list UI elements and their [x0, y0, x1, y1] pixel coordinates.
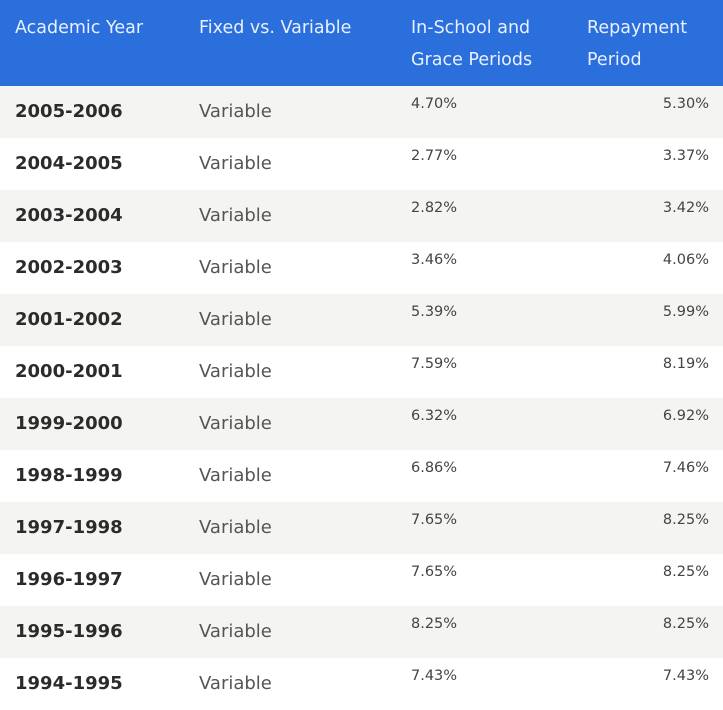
rate-type-cell: Variable: [199, 413, 272, 434]
table-row: 2005-2006 Variable 4.70% 5.30%: [0, 86, 723, 138]
header-repayment-line1: Repayment: [587, 18, 688, 38]
table-row: 1996-1997 Variable 7.65% 8.25%: [0, 554, 723, 606]
rate-type-cell: Variable: [199, 205, 272, 226]
rate-type-cell: Variable: [199, 517, 272, 538]
rate-type-cell: Variable: [199, 257, 272, 278]
rate-type-cell: Variable: [199, 621, 272, 642]
repayment-rate-cell: 5.30%: [662, 96, 709, 112]
in-school-rate-cell: 6.86%: [411, 460, 458, 476]
in-school-rate-cell: 2.77%: [411, 148, 458, 164]
repayment-rate-cell: 3.37%: [662, 148, 709, 164]
repayment-rate-cell: 8.25%: [662, 616, 709, 632]
table-row: 1995-1996 Variable 8.25% 8.25%: [0, 606, 723, 658]
repayment-rate-cell: 5.99%: [662, 304, 709, 320]
academic-year-cell: 1999-2000: [15, 413, 123, 434]
in-school-rate-cell: 7.59%: [411, 356, 458, 372]
table-row: 1999-2000 Variable 6.32% 6.92%: [0, 398, 723, 450]
rate-type-cell: Variable: [199, 153, 272, 174]
in-school-rate-cell: 4.70%: [411, 96, 458, 112]
academic-year-cell: 1998-1999: [15, 465, 123, 486]
repayment-rate-cell: 3.42%: [662, 200, 709, 216]
rate-type-cell: Variable: [199, 309, 272, 330]
rate-type-cell: Variable: [199, 673, 272, 694]
in-school-rate-cell: 3.46%: [411, 252, 458, 268]
repayment-rate-cell: 7.46%: [662, 460, 709, 476]
rate-type-cell: Variable: [199, 569, 272, 590]
header-fixed-vs-variable: Fixed vs. Variable: [199, 18, 352, 38]
academic-year-cell: 1995-1996: [15, 621, 123, 642]
table-row: 2000-2001 Variable 7.59% 8.19%: [0, 346, 723, 398]
header-repayment-line2: Period: [587, 50, 642, 70]
header-in-school-line2: Grace Periods: [411, 50, 533, 70]
academic-year-cell: 2001-2002: [15, 309, 123, 330]
repayment-rate-cell: 8.25%: [662, 564, 709, 580]
header-repayment-period: Repayment Period: [587, 0, 723, 86]
academic-year-cell: 2004-2005: [15, 153, 123, 174]
table-row: 1998-1999 Variable 6.86% 7.46%: [0, 450, 723, 502]
header-academic-year: Academic Year: [15, 18, 144, 38]
table-row: 2001-2002 Variable 5.39% 5.99%: [0, 294, 723, 346]
table-row: 2002-2003 Variable 3.46% 4.06%: [0, 242, 723, 294]
in-school-rate-cell: 7.65%: [411, 564, 458, 580]
academic-year-cell: 1997-1998: [15, 517, 123, 538]
rate-type-cell: Variable: [199, 361, 272, 382]
header-row: Academic Year Fixed vs. Variable In-Scho…: [0, 0, 723, 86]
academic-year-cell: 2003-2004: [15, 205, 123, 226]
in-school-rate-cell: 5.39%: [411, 304, 458, 320]
table-header: Academic Year Fixed vs. Variable In-Scho…: [0, 0, 723, 86]
academic-year-cell: 1994-1995: [15, 673, 123, 694]
rate-type-cell: Variable: [199, 101, 272, 122]
in-school-rate-cell: 6.32%: [411, 408, 458, 424]
table-body: 2005-2006 Variable 4.70% 5.30% 2004-2005…: [0, 86, 723, 710]
academic-year-cell: 2005-2006: [15, 101, 123, 122]
header-in-school-grace: In-School and Grace Periods: [411, 0, 587, 86]
header-in-school-line1: In-School and: [411, 18, 531, 38]
in-school-rate-cell: 7.65%: [411, 512, 458, 528]
repayment-rate-cell: 6.92%: [662, 408, 709, 424]
in-school-rate-cell: 2.82%: [411, 200, 458, 216]
in-school-rate-cell: 8.25%: [411, 616, 458, 632]
repayment-rate-cell: 7.43%: [662, 668, 709, 684]
table-row: 2004-2005 Variable 2.77% 3.37%: [0, 138, 723, 190]
academic-year-cell: 1996-1997: [15, 569, 123, 590]
repayment-rate-cell: 8.25%: [662, 512, 709, 528]
table-row: 1994-1995 Variable 7.43% 7.43%: [0, 658, 723, 710]
academic-year-cell: 2000-2001: [15, 361, 123, 382]
table-row: 2003-2004 Variable 2.82% 3.42%: [0, 190, 723, 242]
repayment-rate-cell: 4.06%: [662, 252, 709, 268]
academic-year-cell: 2002-2003: [15, 257, 123, 278]
table-row: 1997-1998 Variable 7.65% 8.25%: [0, 502, 723, 554]
repayment-rate-cell: 8.19%: [662, 356, 709, 372]
in-school-rate-cell: 7.43%: [411, 668, 458, 684]
rate-type-cell: Variable: [199, 465, 272, 486]
